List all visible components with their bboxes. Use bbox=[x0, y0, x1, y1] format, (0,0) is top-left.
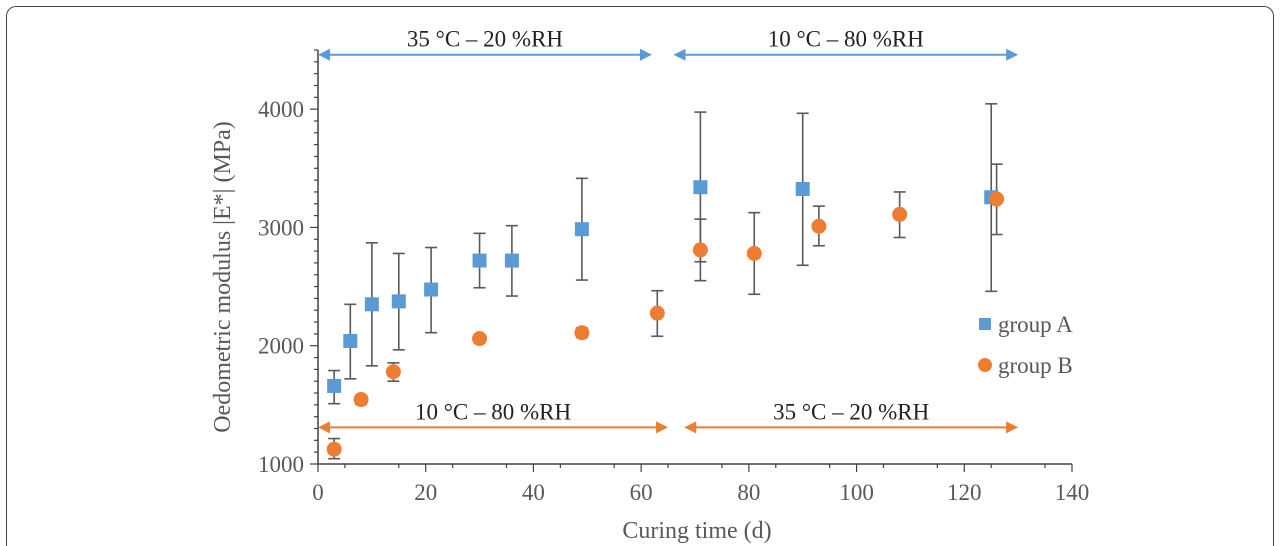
group-a-point bbox=[391, 294, 406, 309]
legend-marker-group-a bbox=[979, 318, 991, 330]
x-tick-label: 60 bbox=[630, 480, 653, 505]
group-b-point bbox=[649, 305, 665, 321]
group-b-point bbox=[472, 331, 488, 347]
x-tick-label: 80 bbox=[737, 480, 760, 505]
group-a-point bbox=[795, 181, 810, 196]
legend: group A group B bbox=[978, 312, 1073, 378]
x-axis-title: Curing time (d) bbox=[622, 518, 771, 544]
arrow-label: 35 °C – 20 %RH bbox=[773, 399, 929, 424]
arrow-head-right bbox=[1006, 421, 1019, 434]
group-a-point bbox=[504, 253, 519, 268]
group-a-point bbox=[327, 378, 342, 393]
group-b-point bbox=[692, 242, 708, 258]
arrow-head-right bbox=[639, 48, 652, 61]
group-a-point bbox=[693, 180, 708, 195]
chart-frame bbox=[6, 6, 1274, 546]
group-b-point bbox=[746, 245, 762, 261]
arrow-head-right bbox=[1006, 48, 1019, 61]
group-b-point bbox=[989, 191, 1005, 207]
group-b-point bbox=[353, 392, 369, 408]
y-tick-label: 1000 bbox=[258, 452, 304, 477]
group-a-point bbox=[364, 297, 379, 312]
group-b-point bbox=[326, 441, 342, 457]
x-tick-label: 20 bbox=[414, 480, 437, 505]
x-tick-label: 40 bbox=[522, 480, 545, 505]
group-b-point bbox=[811, 218, 827, 234]
legend-label: group A bbox=[998, 312, 1073, 337]
arrow-label: 35 °C – 20 %RH bbox=[407, 27, 563, 52]
markers bbox=[326, 180, 1005, 457]
arrow-head-right bbox=[656, 421, 669, 434]
group-a-point bbox=[472, 253, 487, 268]
x-tick-label: 0 bbox=[312, 480, 324, 505]
group-b-point bbox=[574, 325, 590, 341]
group-a-point bbox=[424, 282, 439, 297]
arrow-head-left bbox=[318, 48, 330, 61]
axes: 1000 2000 3000 4000 0 20 40 60 80 100 120 140 Curing… bbox=[210, 49, 1090, 544]
group-b-point bbox=[892, 206, 908, 222]
annotations: 35 °C – 20 %RH 10 °C – 80 %RH 10 °C – 80 %… bbox=[318, 27, 1019, 434]
y-tick-label: 3000 bbox=[258, 215, 304, 240]
x-tick-label: 140 bbox=[1055, 480, 1090, 505]
group-a-point bbox=[574, 222, 589, 237]
legend-marker-group-b bbox=[978, 358, 992, 372]
arrow-head-left bbox=[684, 421, 697, 434]
y-tick-label: 2000 bbox=[258, 334, 304, 359]
x-tick-label: 120 bbox=[947, 480, 982, 505]
group-a-point bbox=[343, 333, 358, 348]
arrow-label: 10 °C – 80 %RH bbox=[415, 399, 571, 424]
arrow-head-left bbox=[673, 48, 686, 61]
arrow-head-left bbox=[318, 421, 330, 434]
x-tick-label: 100 bbox=[839, 480, 874, 505]
arrow-label: 10 °C – 80 %RH bbox=[768, 27, 924, 52]
y-axis-title: Oedometric modulus |E*| (MPa) bbox=[210, 121, 236, 433]
group-b-point bbox=[385, 364, 401, 380]
legend-label: group B bbox=[998, 353, 1073, 378]
y-tick-label: 4000 bbox=[258, 97, 304, 122]
